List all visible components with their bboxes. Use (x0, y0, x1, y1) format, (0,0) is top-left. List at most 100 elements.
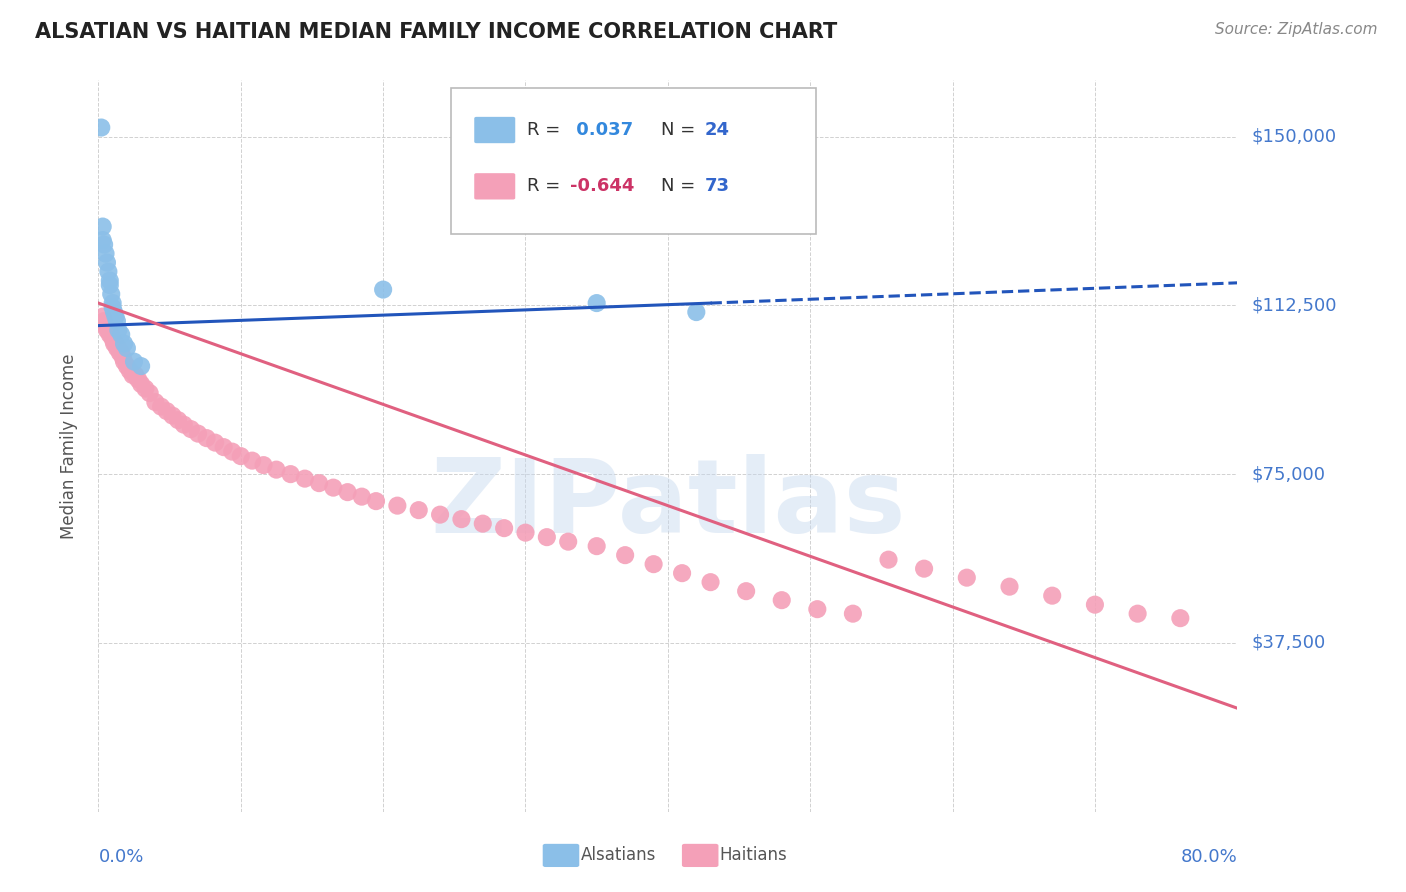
Point (110, 345, 132, 359)
Point (138, 386, 160, 401)
Point (94, 318, 117, 333)
Point (585, 539, 607, 553)
Point (104, 310, 127, 324)
FancyBboxPatch shape (451, 87, 815, 234)
Point (699, 575, 721, 590)
Point (124, 368, 146, 383)
Point (685, 305, 707, 319)
Point (104, 336, 127, 351)
Point (112, 336, 135, 351)
Point (129, 377, 152, 392)
Point (471, 516, 494, 531)
Point (107, 323, 129, 337)
Point (122, 354, 145, 368)
Point (93, 237, 115, 252)
Point (101, 296, 124, 310)
Point (187, 426, 209, 441)
Point (408, 503, 430, 517)
Text: 73: 73 (704, 178, 730, 195)
Point (167, 413, 190, 427)
Point (96, 255, 118, 269)
Point (134, 382, 156, 396)
Text: $75,000: $75,000 (1251, 465, 1326, 483)
Point (121, 368, 143, 383)
Point (1084, 598, 1107, 612)
Point (212, 440, 235, 454)
Text: $112,500: $112,500 (1251, 296, 1337, 314)
Point (364, 494, 387, 508)
Text: R =: R = (527, 178, 565, 195)
Point (103, 336, 125, 351)
Text: 0.037: 0.037 (569, 121, 633, 139)
Point (806, 602, 828, 616)
Text: ALSATIAN VS HAITIAN MEDIAN FAMILY INCOME CORRELATION CHART: ALSATIAN VS HAITIAN MEDIAN FAMILY INCOME… (35, 22, 838, 42)
Point (100, 287, 122, 301)
Text: 24: 24 (704, 121, 730, 139)
Point (770, 593, 793, 607)
Point (162, 409, 184, 423)
Point (387, 499, 409, 513)
Point (956, 571, 979, 585)
Text: 0.0%: 0.0% (98, 848, 143, 866)
Point (643, 557, 665, 571)
Point (118, 363, 141, 377)
Point (129, 359, 152, 373)
FancyBboxPatch shape (474, 117, 515, 144)
Point (107, 341, 129, 355)
Point (115, 341, 138, 355)
Point (842, 607, 865, 621)
Point (585, 296, 607, 310)
Point (195, 431, 218, 445)
Point (735, 584, 758, 599)
FancyBboxPatch shape (474, 173, 515, 200)
Point (101, 332, 124, 346)
Point (90, 120, 112, 135)
Point (105, 314, 128, 328)
Point (336, 485, 359, 500)
Point (100, 327, 122, 342)
Point (97, 264, 120, 278)
Point (557, 534, 579, 549)
Text: N =: N = (661, 121, 702, 139)
Point (494, 521, 516, 535)
Point (127, 373, 149, 387)
Point (97, 323, 120, 337)
Point (671, 566, 693, 581)
Point (614, 548, 637, 562)
Point (98, 278, 121, 293)
Point (204, 435, 226, 450)
Text: N =: N = (661, 178, 702, 195)
Point (105, 341, 128, 355)
Y-axis label: Median Family Income: Median Family Income (59, 353, 77, 539)
Point (180, 422, 202, 436)
Point (156, 404, 179, 418)
Text: Alsatians: Alsatians (581, 847, 657, 864)
Point (266, 462, 288, 476)
Point (877, 552, 900, 566)
Point (96, 323, 118, 337)
Point (110, 327, 132, 342)
Point (150, 400, 173, 414)
Text: $150,000: $150,000 (1251, 128, 1336, 145)
Point (322, 481, 344, 495)
Point (1040, 589, 1063, 603)
Point (536, 530, 558, 544)
Point (145, 395, 167, 409)
Point (229, 449, 252, 463)
Text: Source: ZipAtlas.com: Source: ZipAtlas.com (1215, 22, 1378, 37)
Point (373, 283, 395, 297)
Point (115, 359, 138, 373)
Text: ZIPatlas: ZIPatlas (430, 454, 905, 555)
Point (912, 562, 935, 576)
Point (98, 327, 121, 342)
Point (98, 274, 121, 288)
Point (1170, 611, 1192, 625)
Point (108, 345, 131, 359)
Point (240, 453, 263, 467)
Point (93, 314, 115, 328)
Point (91, 219, 114, 234)
Point (111, 350, 134, 364)
Point (94, 246, 117, 260)
Point (112, 354, 135, 368)
Text: R =: R = (527, 121, 565, 139)
